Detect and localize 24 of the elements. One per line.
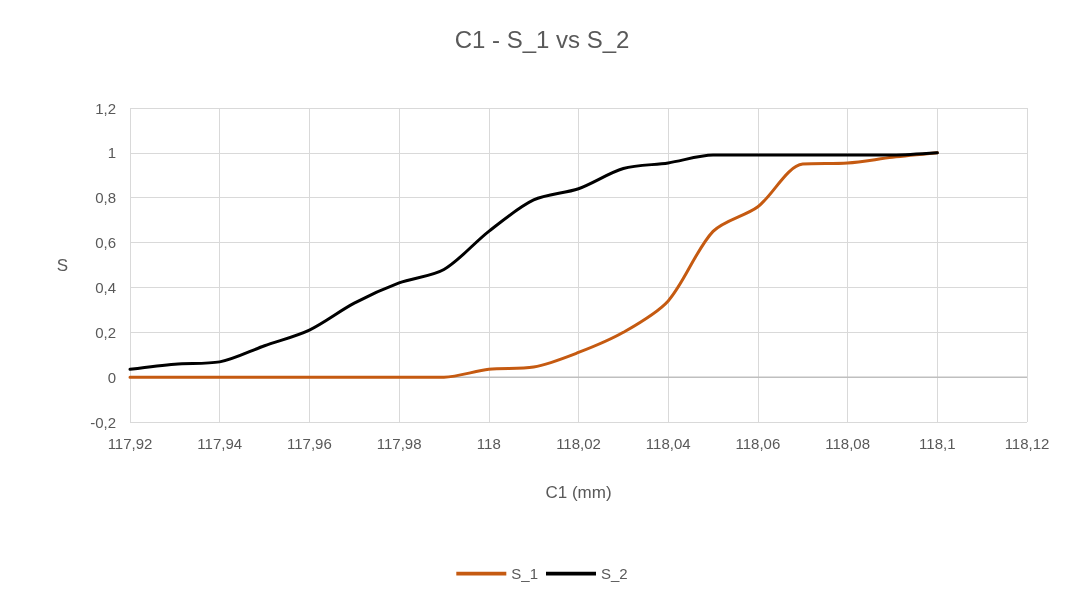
x-tick-label: 117,94 bbox=[197, 435, 243, 452]
y-tick-label: 1,2 bbox=[95, 99, 116, 117]
x-tick-label: 118,02 bbox=[556, 435, 601, 452]
legend-label: S_2 bbox=[601, 565, 628, 582]
y-tick-label: 0,6 bbox=[95, 234, 116, 252]
y-tick-label: 0,8 bbox=[95, 189, 116, 207]
chart-title: C1 - S_1 vs S_2 bbox=[454, 25, 630, 53]
x-tick-label: 118,06 bbox=[735, 435, 781, 452]
legend-label: S_1 bbox=[511, 565, 539, 582]
x-tick-label: 118,1 bbox=[919, 435, 956, 452]
y-tick-label: 0,2 bbox=[95, 323, 116, 341]
x-tick-label: 117,92 bbox=[107, 435, 153, 452]
y-tick-label: 0 bbox=[107, 368, 116, 386]
x-axis-title: C1 (mm) bbox=[545, 483, 612, 502]
x-tick-label: 118 bbox=[476, 435, 501, 452]
y-tick-label: 0,4 bbox=[95, 278, 116, 296]
x-tick-label: 118,08 bbox=[825, 435, 870, 452]
x-tick-label: 117,96 bbox=[287, 435, 332, 452]
y-tick-label: -0,2 bbox=[90, 413, 116, 431]
x-tick-label: 118,04 bbox=[645, 435, 691, 452]
y-tick-label: 1 bbox=[107, 144, 116, 162]
x-tick-label: 117,98 bbox=[376, 435, 422, 452]
x-tick-label: 118,12 bbox=[1004, 435, 1050, 452]
y-axis-title: S bbox=[56, 255, 68, 275]
